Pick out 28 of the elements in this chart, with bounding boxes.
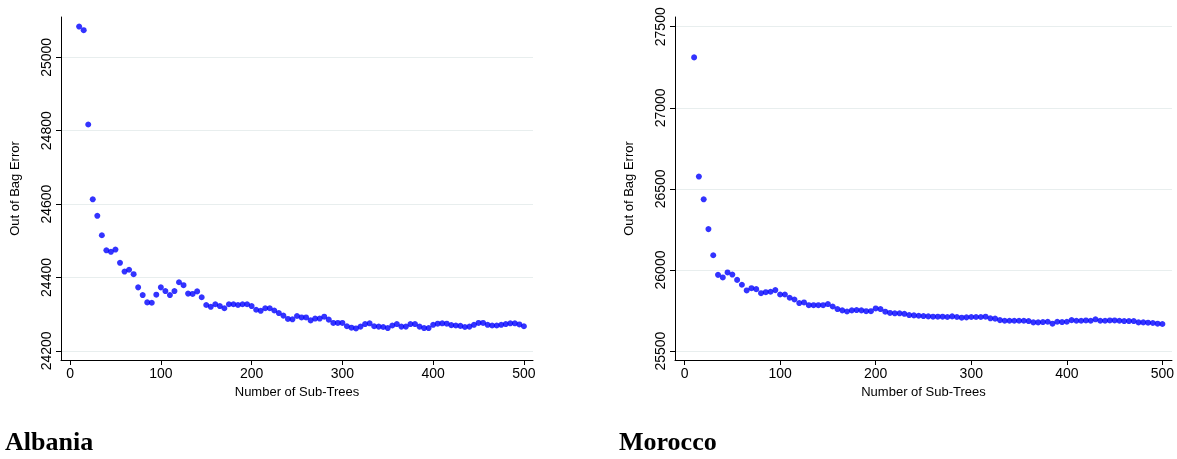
- y-tick-label: 27500: [652, 7, 668, 47]
- x-tick-label: 400: [1055, 365, 1079, 381]
- y-axis-title: Out of Bag Error: [621, 140, 636, 236]
- x-tick-label: 100: [768, 365, 793, 381]
- x-tick-label: 200: [864, 365, 888, 381]
- y-tick-label: 24800: [38, 111, 54, 151]
- x-tick-label: 300: [330, 365, 355, 381]
- x-axis-title: Number of Sub-Trees: [861, 383, 987, 399]
- x-tick-label: 0: [66, 365, 75, 381]
- x-axis-title: Number of Sub-Trees: [234, 383, 360, 399]
- x-tick-label: 400: [421, 365, 446, 381]
- text: Albania: [5, 426, 94, 456]
- y-axis-title: Out of Bag Error: [7, 140, 22, 236]
- y-tick-label: 26500: [652, 169, 668, 209]
- y-tick-label: 25500: [652, 331, 668, 371]
- y-tick-label: 24200: [38, 331, 54, 371]
- y-tick-label: 24400: [38, 257, 54, 297]
- x-tick-label: 100: [149, 365, 173, 381]
- x-tick-label: 500: [512, 365, 536, 381]
- x-tick-label: 500: [1150, 365, 1175, 381]
- y-tick-label: 26000: [652, 250, 668, 290]
- y-tick-label: 27000: [652, 88, 668, 128]
- x-tick-label: 300: [959, 365, 984, 381]
- y-tick-label: 25000: [38, 37, 54, 77]
- text: Morocco: [619, 426, 717, 456]
- y-tick-label: 24600: [38, 184, 54, 224]
- x-tick-label: 200: [239, 365, 264, 381]
- x-tick-label: 0: [680, 365, 689, 381]
